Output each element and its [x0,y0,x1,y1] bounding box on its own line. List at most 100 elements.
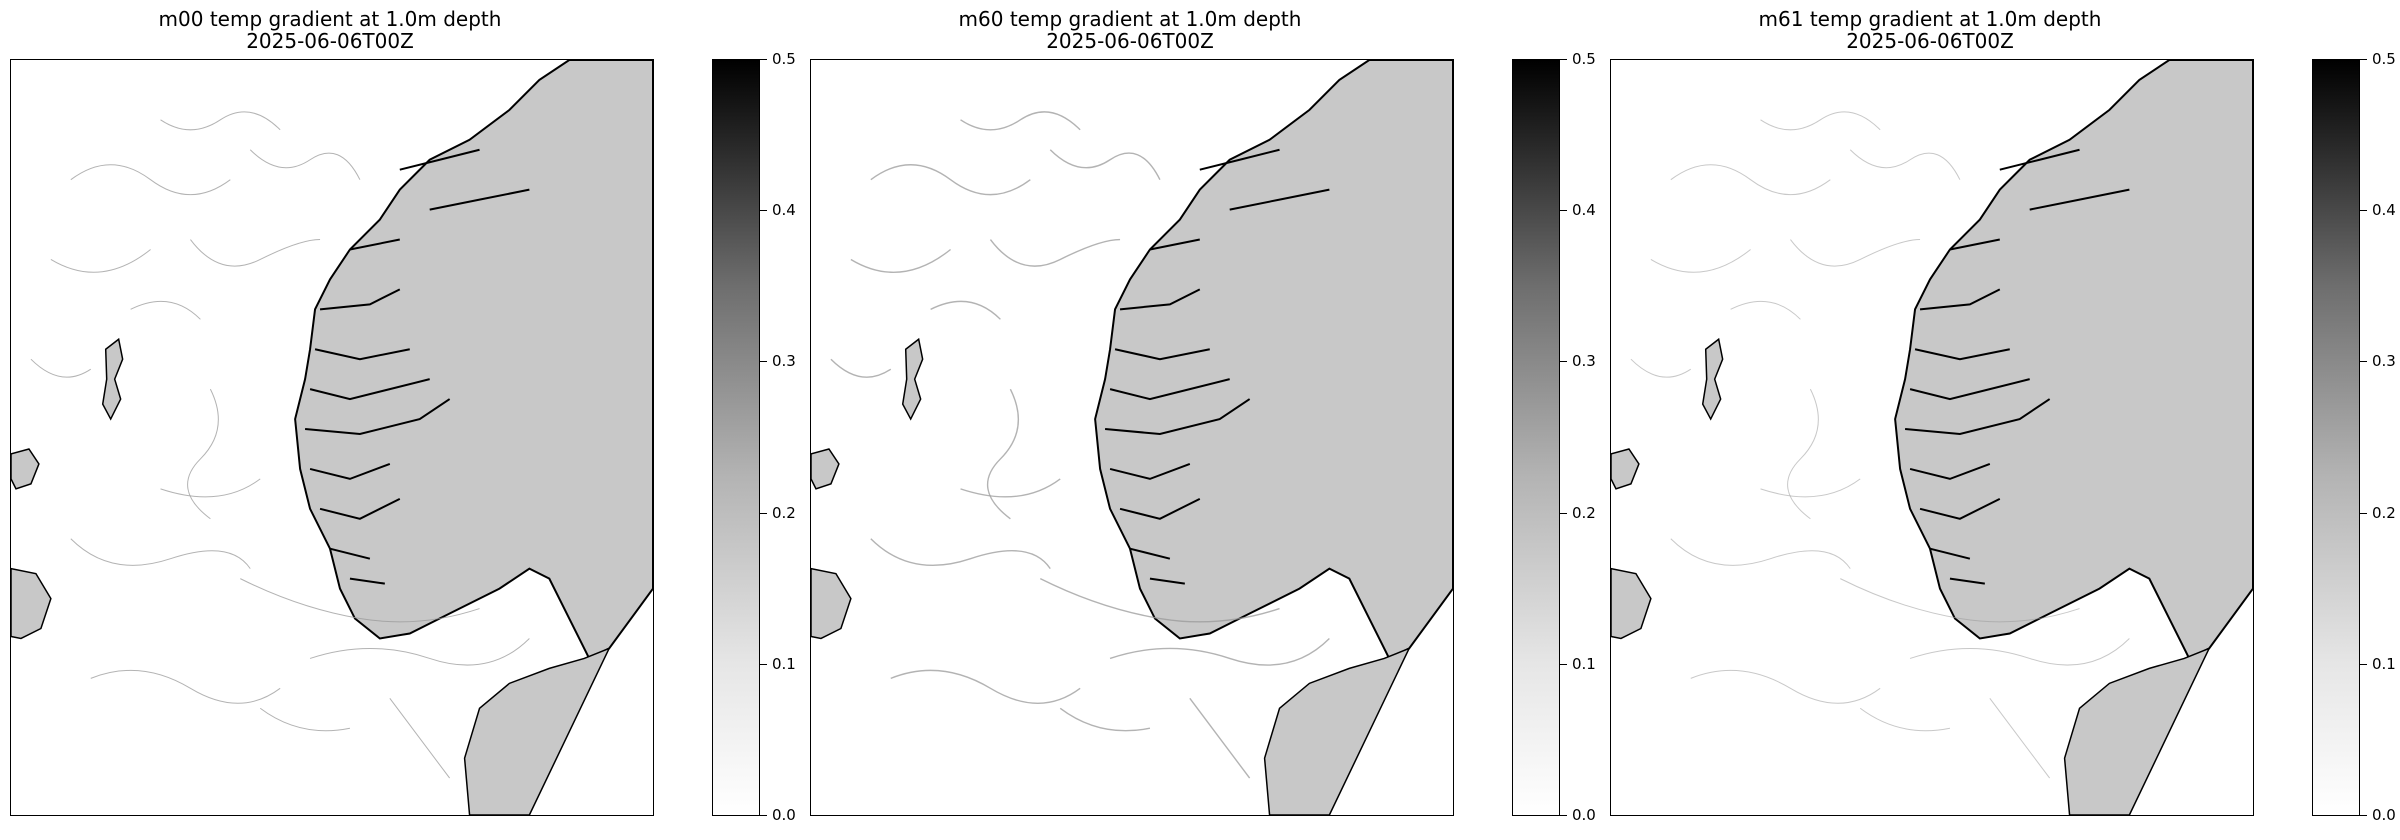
gradient-filament [1760,111,1881,131]
fjord-line [309,462,391,480]
gradient-filament [240,578,480,623]
fjord-line [1999,148,2080,171]
fjord-line [1919,288,2001,311]
map-canvas [11,60,653,815]
colorbar-tick: 0.4 [2360,201,2396,219]
gradient-filament [249,149,361,180]
panel-title: m00 temp gradient at 1.0m depth 2025-06-… [10,8,650,52]
gradient-filament [1650,249,1751,273]
gradient-filament [1787,388,1819,520]
gradient-filament [890,669,1081,704]
gradient-filament [1630,358,1692,378]
fjord-line [304,398,451,436]
gradient-filament [1760,478,1861,498]
gradient-filament [160,478,261,498]
gradient-filament [960,111,1081,131]
colorbar-tick: 0.3 [760,352,796,370]
colorbar-tick: 0.2 [1560,504,1596,522]
fjord-line [1909,462,1991,480]
fjord-line [309,378,430,401]
land-orkney [811,448,840,490]
fjord-line [1229,188,1330,211]
gradient-filament [50,249,151,273]
panel-subtitle-text: 2025-06-06T00Z [1846,29,2014,53]
colorbar-tick: 0.0 [760,806,796,824]
land-scotland [811,567,852,640]
land-orkney [11,448,40,490]
gradient-filament [1670,538,1851,569]
gradient-filament [259,707,351,732]
gradient-filament [1049,149,1161,180]
fjord-line [1199,148,1280,171]
colorbar-tick: 0.1 [2360,655,2396,673]
colorbar [1512,59,1560,816]
gradient-filament [1840,578,2080,623]
fjord-line [319,497,401,520]
gradient-filament [190,239,321,267]
fjord-line [429,188,530,211]
fjord-line [1114,348,1210,361]
gradient-filament [1849,149,1961,180]
fjord-line [319,288,401,311]
gradient-filament [30,358,92,378]
fjord-line [1919,497,2001,520]
gradient-filament [870,538,1051,570]
colorbar-tick: 0.5 [760,50,796,68]
colorbar-tick: 0.1 [760,655,796,673]
map-plot[interactable] [10,59,654,816]
gradient-filament [160,111,281,131]
colorbar-tick: 0.0 [2360,806,2396,824]
fjord-line [1149,238,1200,251]
colorbar [712,59,760,816]
gradient-filament [870,164,1031,196]
gradient-filament [1189,697,1251,779]
panel-title-text: m00 temp gradient at 1.0m depth [158,7,502,31]
fjord-line [1909,378,2030,401]
fjord-line [1949,238,2000,251]
gradient-filament [1909,638,2130,666]
gradient-filament [1690,669,1881,704]
gradient-filament [960,478,1061,498]
fjord-line [1129,547,1171,560]
land-scotland [11,567,52,640]
gradient-filament [930,300,1001,320]
colorbar-tick: 0.5 [2360,50,2396,68]
gradient-filament [1790,239,1921,267]
fjord-line [1109,462,1191,480]
fjord-line [1914,348,2010,361]
panel-title: m60 temp gradient at 1.0m depth 2025-06-… [810,8,1450,52]
colorbar-tick: 0.4 [1560,201,1596,219]
map-plot[interactable] [810,59,1454,816]
no-data-area [1611,60,1731,320]
panel-subtitle-text: 2025-06-06T00Z [1046,29,1214,53]
land-norway [1094,60,1453,660]
gradient-filament [187,388,219,520]
colorbar-tick: 0.1 [1560,655,1596,673]
panel-title: m61 temp gradient at 1.0m depth 2025-06-… [1610,8,2250,52]
panel-title-text: m60 temp gradient at 1.0m depth [958,7,1302,31]
fjord-line [349,577,385,585]
no-data-area [11,60,131,320]
land-denmark [2063,647,2211,815]
gradient-filament [1109,637,1330,666]
colorbar-tick: 0.4 [760,201,796,219]
gradient-filament [70,538,251,569]
gradient-filament [1670,164,1831,196]
fjord-line [1149,577,1185,585]
gradient-filament [830,358,892,378]
colorbar-tick: 0.5 [1560,50,1596,68]
no-data-area [811,60,931,320]
map-plot[interactable] [1610,59,2254,816]
land-orkney [1611,448,1640,490]
fjord-line [399,148,480,171]
land-denmark [463,647,611,815]
fjord-line [2029,188,2130,211]
panel-title-text: m61 temp gradient at 1.0m depth [1758,7,2102,31]
land-shetland [101,337,124,421]
gradient-filament [389,698,451,779]
gradient-filament [850,248,952,273]
panel-subtitle-text: 2025-06-06T00Z [246,29,414,53]
colorbar [2312,59,2360,816]
fjord-line [1929,547,1971,560]
gradient-filament [90,669,281,704]
